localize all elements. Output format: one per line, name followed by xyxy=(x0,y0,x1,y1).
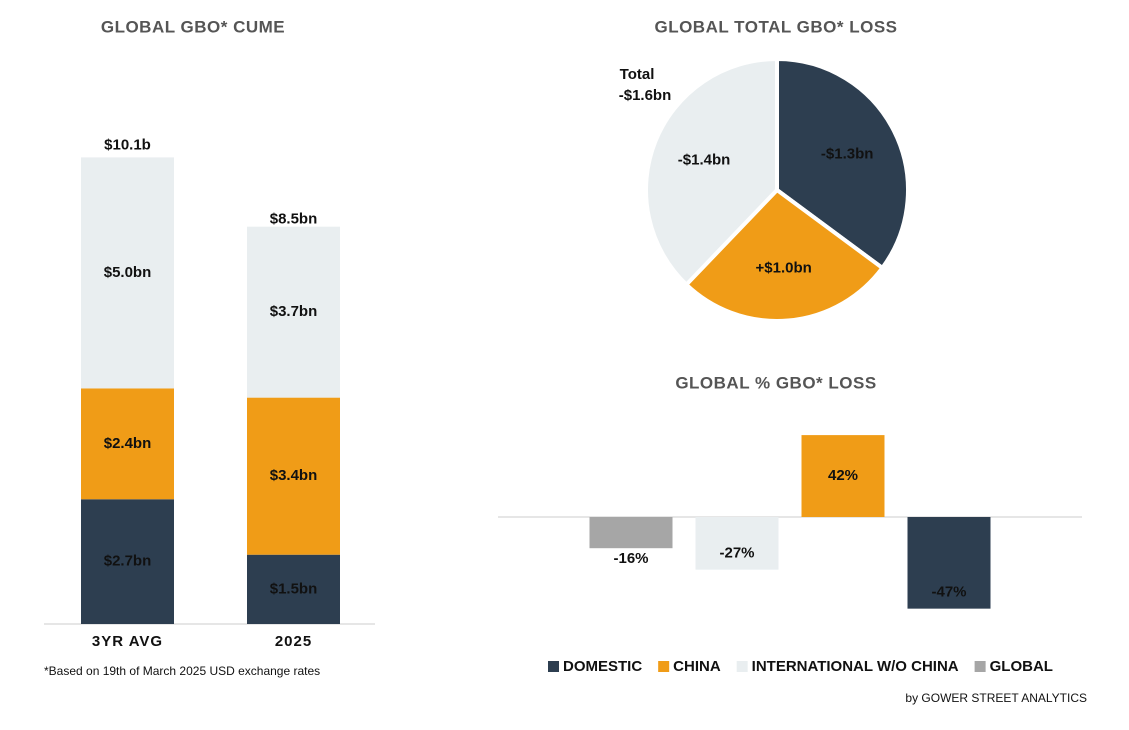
legend-label: DOMESTIC xyxy=(563,658,642,675)
x-tick-label: 2025 xyxy=(275,633,312,650)
total-title: Total xyxy=(620,66,655,83)
bar-segment xyxy=(247,226,340,398)
bar-segment xyxy=(247,554,340,624)
bar xyxy=(907,517,991,609)
pie-slice xyxy=(644,56,779,288)
chart-title: GLOBAL TOTAL GBO* LOSS xyxy=(654,17,897,36)
bar-segment xyxy=(81,499,174,624)
value-label: $2.7bn xyxy=(104,553,152,570)
legend-label: INTERNATIONAL W/O CHINA xyxy=(752,658,959,675)
legend-swatch xyxy=(736,661,748,672)
bar-segment xyxy=(81,388,174,500)
chart-title: GLOBAL GBO* CUME xyxy=(101,17,285,36)
legend-swatch xyxy=(548,661,559,672)
value-label: -16% xyxy=(613,550,648,567)
value-label: $5.0bn xyxy=(104,264,152,281)
pie-slice xyxy=(775,56,910,271)
value-label: $3.7bn xyxy=(270,303,318,320)
legend-swatch xyxy=(658,661,670,672)
chart-title: GLOBAL % GBO* LOSS xyxy=(675,373,876,392)
legend-label: GLOBAL xyxy=(990,658,1053,675)
pie-slice xyxy=(683,187,886,323)
bar xyxy=(589,517,673,549)
legend-swatch xyxy=(974,661,986,672)
bar-segment xyxy=(247,397,340,555)
value-label: -$1.4bn xyxy=(678,152,731,169)
bar xyxy=(801,435,885,517)
bar xyxy=(695,517,779,570)
value-label: $1.5bn xyxy=(270,580,318,597)
x-tick-label: 3YR AVG xyxy=(92,633,163,650)
footnote: *Based on 19th of March 2025 USD exchang… xyxy=(44,664,320,678)
value-label: 42% xyxy=(828,467,858,484)
total-label: $8.5bn xyxy=(270,210,318,227)
value-label: -$1.3bn xyxy=(821,146,874,163)
credit: by GOWER STREET ANALYTICS xyxy=(905,691,1087,705)
bar-segment xyxy=(81,157,174,389)
value-label: $3.4bn xyxy=(270,467,318,484)
total-label: $10.1b xyxy=(104,136,151,153)
value-label: $2.4bn xyxy=(104,435,152,452)
legend-label: CHINA xyxy=(673,658,721,675)
total-label: -$1.6bn xyxy=(619,87,672,104)
value-label: -27% xyxy=(719,545,754,562)
value-label: +$1.0bn xyxy=(756,259,812,276)
value-label: -47% xyxy=(931,584,966,601)
